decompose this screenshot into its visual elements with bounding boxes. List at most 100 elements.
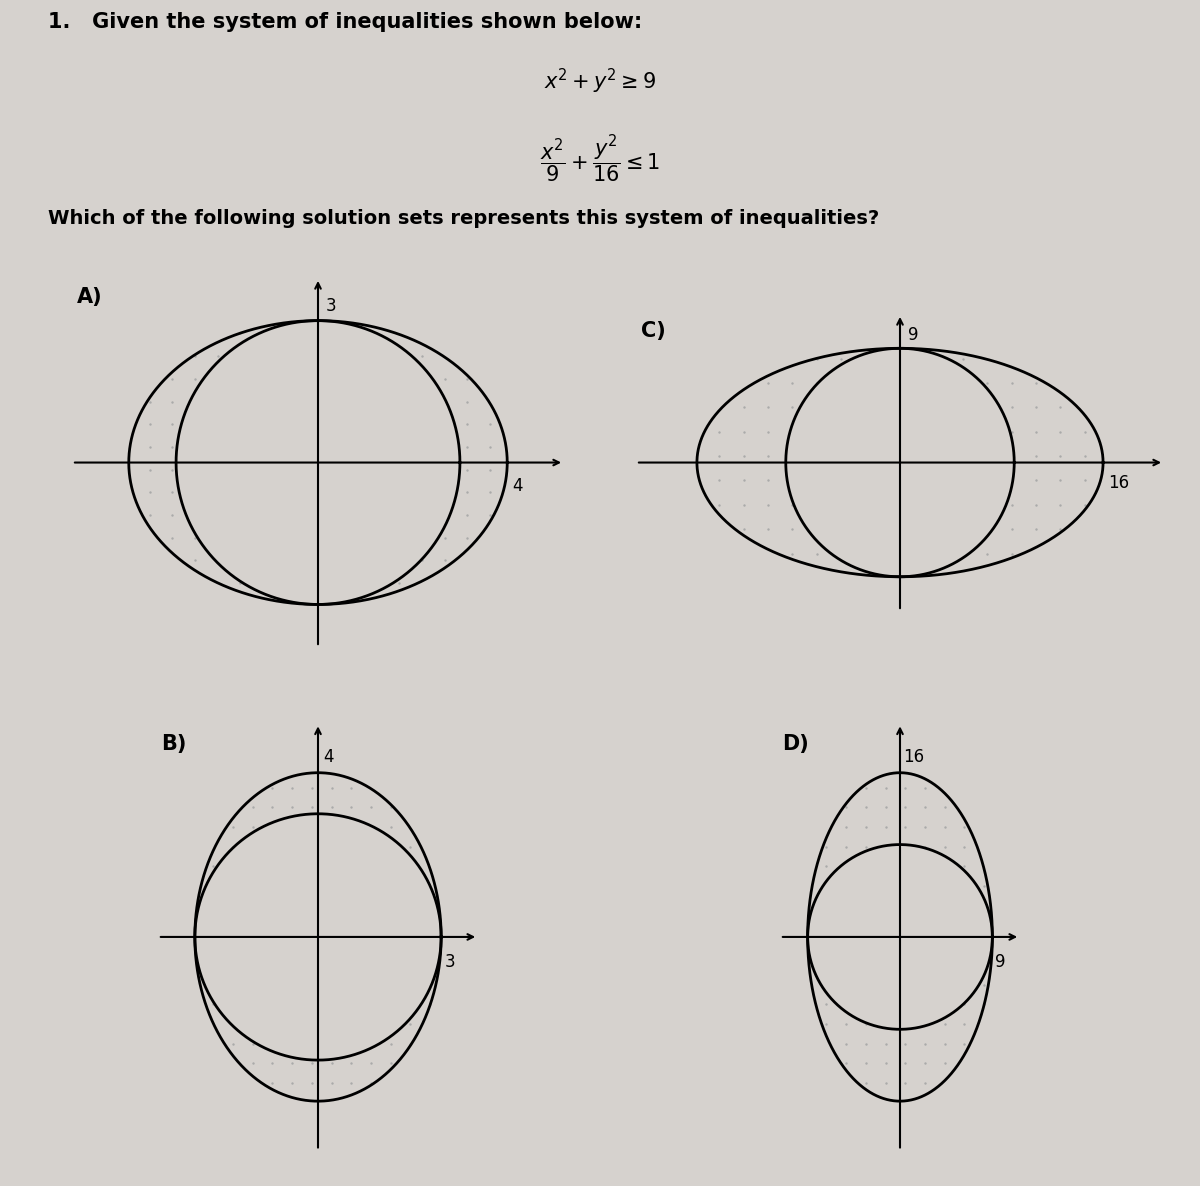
Point	[223, 837, 242, 856]
Point	[955, 995, 974, 1014]
Point	[458, 438, 478, 457]
Point	[836, 798, 856, 817]
Text: A): A)	[77, 287, 102, 307]
Point	[895, 778, 914, 797]
Point	[758, 496, 778, 515]
Point	[420, 995, 439, 1014]
Point	[782, 544, 802, 563]
Point	[978, 374, 997, 393]
Point	[808, 544, 827, 563]
Point	[382, 817, 401, 836]
Point	[734, 519, 754, 538]
Point	[876, 1054, 895, 1073]
Point	[263, 778, 282, 797]
Point	[895, 1073, 914, 1092]
Point	[758, 397, 778, 416]
Point	[1075, 496, 1094, 515]
Point	[782, 374, 802, 393]
Point	[955, 1014, 974, 1033]
Point	[390, 574, 409, 593]
Point	[322, 1073, 341, 1092]
Text: 16: 16	[904, 748, 925, 766]
Point	[342, 1073, 361, 1092]
Point	[1002, 397, 1021, 416]
Point	[857, 837, 876, 856]
Point	[282, 1054, 301, 1073]
Point	[782, 519, 802, 538]
Point	[1051, 471, 1070, 490]
Point	[480, 483, 500, 502]
Point	[230, 574, 250, 593]
Point	[413, 551, 432, 570]
Text: 1.   Given the system of inequalities shown below:: 1. Given the system of inequalities show…	[48, 12, 642, 32]
Text: 3: 3	[325, 296, 336, 315]
Point	[282, 1073, 301, 1092]
Point	[185, 551, 204, 570]
Point	[1002, 374, 1021, 393]
Point	[857, 798, 876, 817]
Point	[857, 778, 876, 797]
Point	[709, 422, 728, 441]
Point	[857, 1073, 876, 1092]
Point	[955, 817, 974, 836]
Point	[709, 447, 728, 466]
Point	[244, 817, 263, 836]
Point	[1051, 519, 1070, 538]
Point	[1026, 471, 1045, 490]
Text: 9: 9	[995, 954, 1006, 971]
Point	[185, 369, 204, 388]
Point	[322, 798, 341, 817]
Point	[1075, 447, 1094, 466]
Text: B): B)	[161, 734, 186, 754]
Point	[758, 471, 778, 490]
Point	[895, 817, 914, 836]
Point	[458, 483, 478, 502]
Point	[808, 374, 827, 393]
Point	[458, 415, 478, 434]
Point	[1026, 422, 1045, 441]
Point	[817, 1014, 836, 1033]
Text: $x^2 + y^2 \geq 9$: $x^2 + y^2 \geq 9$	[544, 66, 656, 96]
Point	[935, 1014, 954, 1033]
Point	[436, 528, 455, 547]
Point	[758, 422, 778, 441]
Point	[302, 778, 322, 797]
Point	[955, 837, 974, 856]
Point	[163, 438, 182, 457]
Point	[361, 1073, 380, 1092]
Point	[1002, 544, 1021, 563]
Point	[1075, 471, 1094, 490]
Point	[322, 778, 341, 797]
Point	[413, 346, 432, 365]
Point	[282, 778, 301, 797]
Point	[935, 837, 954, 856]
Point	[916, 837, 935, 856]
Point	[382, 1054, 401, 1073]
Point	[709, 496, 728, 515]
Point	[163, 460, 182, 479]
Point	[817, 837, 836, 856]
Point	[1002, 496, 1021, 515]
Point	[734, 447, 754, 466]
Point	[836, 1054, 856, 1073]
Point	[163, 505, 182, 524]
Point	[876, 798, 895, 817]
Point	[1051, 496, 1070, 515]
Point	[734, 422, 754, 441]
Point	[857, 1034, 876, 1053]
Point	[223, 1034, 242, 1053]
Point	[401, 837, 420, 856]
Point	[857, 817, 876, 836]
Text: 9: 9	[908, 326, 918, 344]
Point	[208, 346, 227, 365]
Point	[185, 346, 204, 365]
Point	[817, 856, 836, 875]
Point	[163, 483, 182, 502]
Point	[1002, 422, 1021, 441]
Point	[836, 837, 856, 856]
Text: $\dfrac{x^2}{9} + \dfrac{y^2}{16} \leq 1$: $\dfrac{x^2}{9} + \dfrac{y^2}{16} \leq 1…	[540, 133, 660, 185]
Point	[857, 1054, 876, 1073]
Point	[480, 505, 500, 524]
Text: C): C)	[641, 321, 666, 342]
Point	[163, 528, 182, 547]
